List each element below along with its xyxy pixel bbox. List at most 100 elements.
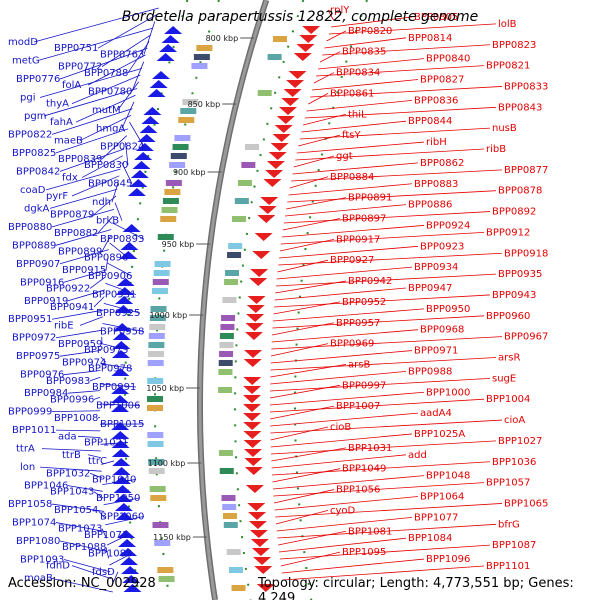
gene-label-BPP0879: BPP0879 xyxy=(50,210,94,221)
gene-function-box xyxy=(220,324,235,330)
gene-function-box xyxy=(157,234,174,240)
gene-leader-line xyxy=(55,128,129,154)
gene-leader-line xyxy=(275,510,329,525)
gene-function-box xyxy=(191,63,208,69)
gene-leader-line xyxy=(59,148,125,172)
reverse-gene-arrow xyxy=(243,449,262,457)
gene-function-box xyxy=(219,468,234,474)
forward-gene-arrow xyxy=(111,449,130,457)
gene-label-BPP0927: BPP0927 xyxy=(330,255,374,266)
gene-label-BPP0844: BPP0844 xyxy=(408,116,452,127)
gene-leader-line xyxy=(270,371,407,385)
gene-function-box xyxy=(147,360,164,366)
gene-label-BPP0884: BPP0884 xyxy=(330,172,374,183)
gene-function-box xyxy=(150,306,167,312)
gene-label-BPP0840: BPP0840 xyxy=(426,54,470,65)
gene-leader-line xyxy=(55,522,106,532)
gene-leader-line xyxy=(63,370,101,376)
gene-label-BPP1056: BPP1056 xyxy=(336,485,380,496)
gene-label-ttrB: ttrB xyxy=(62,450,81,461)
gene-label-BPP0823: BPP0823 xyxy=(492,40,536,51)
reverse-gene-arrow xyxy=(246,305,265,313)
forward-gene-arrow xyxy=(161,35,180,43)
gene-function-box xyxy=(222,504,237,510)
gene-function-box xyxy=(219,351,234,357)
gene-leader-line xyxy=(278,530,347,546)
gene-function-box xyxy=(151,288,168,294)
gene-label-moaB: moaB xyxy=(24,573,53,584)
gene-leader-line xyxy=(279,544,491,560)
kbp-tick-label: 950 kbp xyxy=(162,240,195,249)
reverse-gene-arrow xyxy=(250,269,269,277)
forward-gene-arrow xyxy=(115,512,134,520)
gene-label-BPP0822: BPP0822 xyxy=(8,129,52,140)
topology-summary: Topology: circular; Length: 4,773,551 bp… xyxy=(258,576,574,600)
forward-gene-arrow xyxy=(132,161,151,169)
gene-label-BPP0957: BPP0957 xyxy=(336,318,380,329)
gene-function-box xyxy=(221,495,236,501)
gene-label-BPP0751: BPP0751 xyxy=(54,43,98,54)
gene-label-BPP1096: BPP1096 xyxy=(426,554,470,565)
reverse-gene-arrow xyxy=(260,197,279,205)
gene-leader-line xyxy=(272,461,491,476)
gene-function-box xyxy=(222,513,237,519)
gene-leader-line xyxy=(93,296,105,308)
gene-leader-line xyxy=(331,16,413,28)
gene-leader-line xyxy=(276,516,413,532)
gene-leader-line xyxy=(272,468,341,483)
gene-leader-line xyxy=(269,391,425,406)
gene-label-BPP1054: BPP1054 xyxy=(54,505,98,516)
reverse-gene-arrow xyxy=(279,107,298,115)
gene-leader-line xyxy=(51,410,101,413)
gene-label-BPP0897: BPP0897 xyxy=(342,214,386,225)
gene-leader-line xyxy=(282,565,485,581)
gene-leader-line xyxy=(298,134,341,147)
reverse-gene-arrow xyxy=(254,566,273,574)
forward-gene-arrow xyxy=(122,575,141,583)
gene-function-box xyxy=(154,261,171,267)
gene-leader-line xyxy=(93,396,101,400)
forward-gene-arrow xyxy=(143,107,162,115)
gene-function-box xyxy=(231,585,246,591)
gene-leader-line xyxy=(272,315,485,329)
gene-leader-line xyxy=(274,496,419,511)
forward-gene-arrow xyxy=(129,179,148,187)
gene-leader-line xyxy=(121,162,133,184)
gene-leader-line xyxy=(277,523,497,539)
gene-label-BPP1084: BPP1084 xyxy=(408,533,452,544)
gene-label-BPP0836: BPP0836 xyxy=(414,95,458,106)
gene-label-BPP0988: BPP0988 xyxy=(408,366,452,377)
gene-leader-line xyxy=(279,238,335,252)
gene-label-BPP1083: BPP1083 xyxy=(88,548,132,559)
reverse-gene-arrow xyxy=(246,314,265,322)
gene-label-BPP1087: BPP1087 xyxy=(492,540,536,551)
reverse-gene-arrow xyxy=(243,359,262,367)
gene-label-BPP0935: BPP0935 xyxy=(498,269,542,280)
gene-function-box xyxy=(193,54,210,60)
reverse-gene-arrow xyxy=(248,521,267,529)
gene-function-box xyxy=(153,270,170,276)
reverse-gene-arrow xyxy=(257,215,276,223)
reverse-gene-arrow xyxy=(250,539,269,547)
gene-leader-line xyxy=(77,435,101,439)
gene-function-box xyxy=(241,162,256,168)
gene-label-aadA4: aadA4 xyxy=(420,408,452,419)
gene-leader-line xyxy=(67,390,101,394)
gene-label-BPP1043: BPP1043 xyxy=(50,487,94,498)
gene-label-mutM: mutM xyxy=(92,105,121,116)
gene-label-folA: folA xyxy=(62,80,81,91)
gene-leader-line xyxy=(107,262,133,277)
gene-leader-line xyxy=(319,51,341,63)
gene-leader-line xyxy=(87,54,146,86)
gene-label-maeB: maeB xyxy=(54,136,83,147)
gene-leader-line xyxy=(89,472,103,479)
forward-gene-arrow xyxy=(111,395,130,403)
reverse-gene-arrow xyxy=(244,350,263,358)
forward-gene-arrow xyxy=(111,440,130,448)
gene-label-BPP1046: BPP1046 xyxy=(24,481,68,492)
gene-label-BPP0834: BPP0834 xyxy=(336,68,380,79)
reverse-gene-arrow xyxy=(243,386,262,394)
gene-label-hmgA: hmgA xyxy=(96,123,125,134)
gene-label-BPP0880: BPP0880 xyxy=(8,222,52,233)
gene-leader-line xyxy=(103,497,141,506)
